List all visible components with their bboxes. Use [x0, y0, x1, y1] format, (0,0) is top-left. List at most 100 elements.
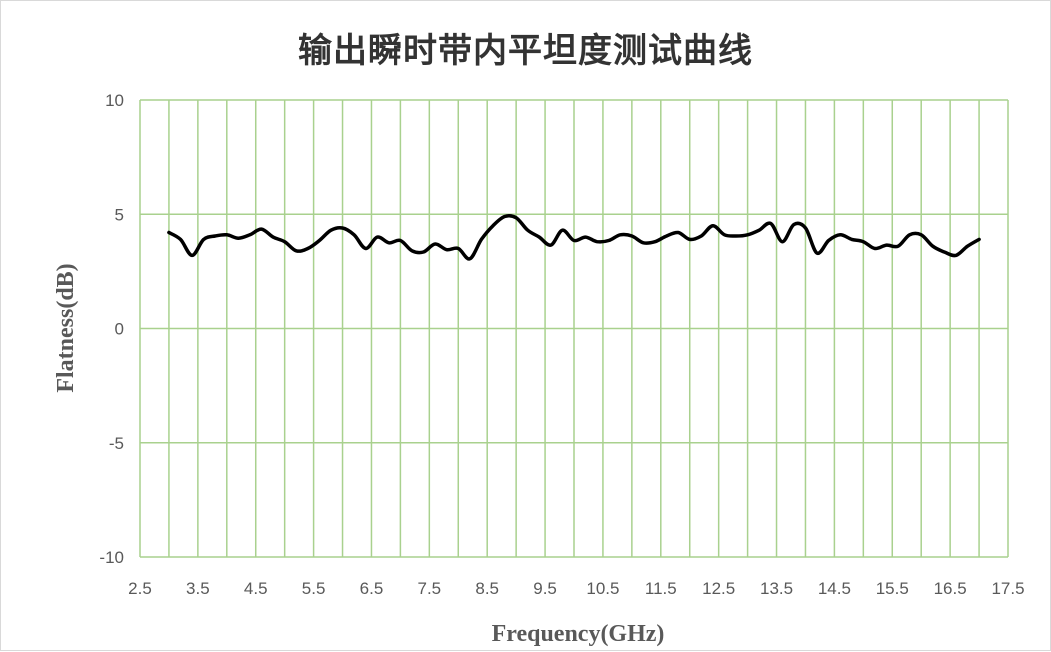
y-tick-label: 0 — [115, 320, 124, 339]
data-point — [353, 234, 355, 236]
data-point — [931, 245, 934, 248]
x-tick-label: 5.5 — [302, 579, 326, 598]
data-point — [665, 235, 668, 237]
x-tick-label: 12.5 — [702, 579, 735, 598]
x-tick-labels: 2.5 3.5 4.5 5.5 6.5 7.5 8.5 9.5 10.5 11.5 12.5 13.5… — [128, 579, 1024, 598]
y-tick-label: 10 — [105, 91, 124, 110]
data-point — [237, 237, 240, 240]
x-tick-label: 7.5 — [418, 579, 442, 598]
data-point — [712, 224, 714, 227]
data-point — [978, 238, 980, 241]
data-point — [596, 240, 598, 243]
data-point — [862, 240, 865, 243]
data-point — [318, 239, 321, 242]
grid-lines — [139, 99, 1009, 558]
data-point — [307, 247, 309, 250]
data-point — [573, 239, 575, 242]
y-tick-label: 5 — [115, 205, 124, 224]
data-point — [758, 229, 760, 232]
data-point — [341, 227, 344, 229]
x-tick-label: 8.5 — [475, 579, 499, 598]
data-point — [619, 234, 622, 236]
data-point — [226, 234, 228, 236]
data-point — [793, 223, 795, 226]
data-point — [769, 222, 772, 225]
data-point — [249, 234, 251, 236]
data-point — [538, 236, 541, 238]
data-point — [434, 243, 436, 245]
data-point — [723, 234, 726, 236]
y-tick-label: -10 — [99, 548, 124, 567]
data-point — [191, 254, 193, 257]
x-axis-title: Frequency(GHz) — [492, 621, 665, 647]
data-point — [295, 250, 298, 252]
x-tick-label: 4.5 — [244, 579, 268, 598]
x-tick-label: 9.5 — [533, 579, 557, 598]
data-point — [515, 216, 517, 219]
data-point — [179, 238, 182, 241]
data-point — [283, 240, 286, 243]
data-point — [561, 229, 564, 232]
x-tick-label: 10.5 — [586, 579, 619, 598]
x-tick-label: 6.5 — [360, 579, 384, 598]
x-tick-label: 13.5 — [760, 579, 793, 598]
data-point — [457, 247, 460, 250]
x-tick-label: 14.5 — [818, 579, 851, 598]
data-point — [654, 240, 656, 243]
data-point — [214, 235, 217, 237]
data-point — [330, 229, 332, 232]
chart-title: 输出瞬时带内平坦度测试曲线 — [298, 31, 753, 71]
data-point — [422, 251, 425, 253]
data-point — [827, 239, 830, 242]
y-tick-labels: 10 5 0 -5 -10 — [99, 91, 124, 567]
data-point — [677, 231, 679, 234]
data-point — [885, 244, 888, 246]
data-point — [943, 251, 946, 253]
data-point — [399, 239, 402, 242]
data-point — [897, 245, 899, 248]
data-point — [688, 238, 691, 241]
data-point — [469, 258, 471, 260]
data-point — [631, 235, 633, 237]
y-axis-title: Flatness(dB) — [53, 263, 79, 392]
data-point — [526, 229, 529, 232]
data-point — [966, 245, 969, 248]
data-point — [804, 227, 807, 229]
data-point — [550, 244, 552, 246]
data-point — [364, 247, 367, 250]
data-point — [746, 234, 749, 236]
data-point — [202, 238, 205, 241]
series-layer — [167, 213, 981, 261]
data-point — [955, 254, 957, 257]
data-point — [168, 231, 170, 234]
data-point — [411, 250, 413, 252]
x-tick-label: 16.5 — [934, 579, 967, 598]
x-tick-label: 3.5 — [186, 579, 210, 598]
data-point — [260, 228, 263, 230]
data-point — [388, 242, 390, 244]
data-point — [874, 247, 876, 250]
x-tick-label: 11.5 — [645, 579, 677, 598]
data-point — [850, 238, 853, 241]
data-point — [272, 236, 274, 238]
x-tick-label: 2.5 — [128, 579, 152, 598]
x-tick-label: 15.5 — [876, 579, 909, 598]
data-point — [480, 238, 483, 241]
data-point — [839, 234, 841, 236]
data-point — [607, 239, 610, 242]
y-tick-label: -5 — [109, 434, 124, 453]
data-point — [445, 248, 448, 251]
data-point — [908, 234, 911, 236]
data-point — [781, 240, 784, 243]
data-point — [492, 224, 494, 227]
data-point — [584, 236, 587, 238]
data-point — [376, 236, 379, 238]
data-point — [700, 235, 703, 237]
data-point — [816, 252, 818, 254]
x-tick-label: 17.5 — [991, 579, 1024, 598]
data-point — [735, 235, 737, 237]
data-point — [503, 215, 506, 218]
data-point — [642, 242, 645, 244]
